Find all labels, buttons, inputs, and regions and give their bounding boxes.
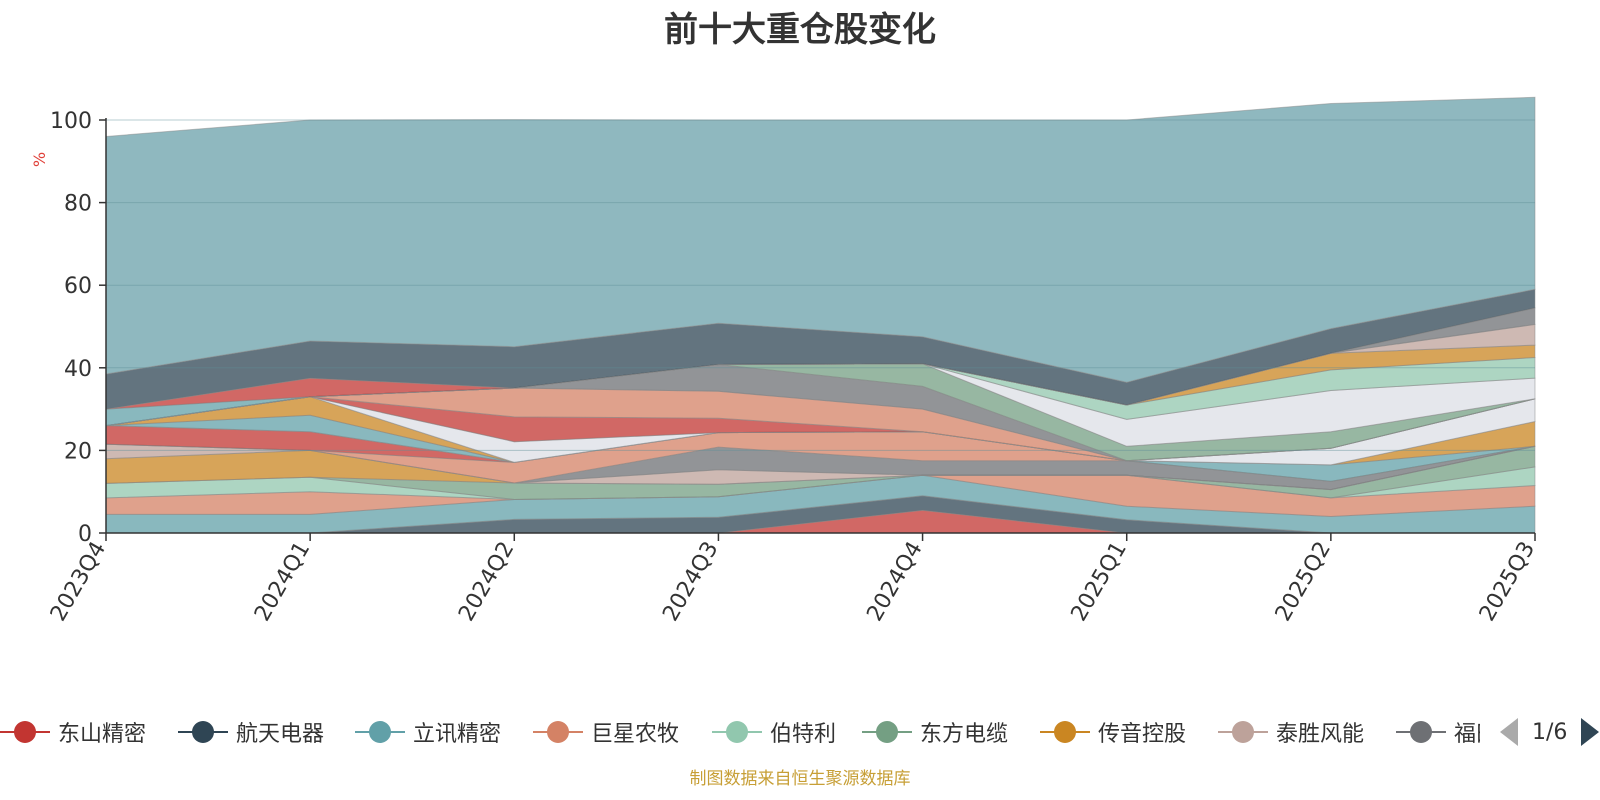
y-tick-label-4: 80 <box>64 192 92 217</box>
legend-label: 东方电缆 <box>920 722 1009 747</box>
legend-label: 福田汽车 <box>1454 722 1480 747</box>
legend-marker-icon <box>0 712 50 752</box>
x-tick-label-5: 2025Q1 <box>1067 538 1132 626</box>
chart-plot: 0 20 40 60 80 100 2023Q4 2024Q1 2024Q2 2024Q3 2024… <box>46 96 1540 626</box>
legend-marker-icon <box>862 712 912 752</box>
legend-item[interactable]: 东方电缆 <box>862 712 1008 752</box>
x-tick-label-1: 2024Q1 <box>250 538 315 626</box>
y-tick-label-3: 60 <box>64 274 92 299</box>
legend-label: 立讯精密 <box>413 722 502 747</box>
legend-label: 伯特利 <box>770 722 837 747</box>
legend: 东山精密 航天电器 立讯精密 巨星农牧 伯特利 东方电缆 传音控股 泰胜风能 福田汽车 1/6 <box>0 712 1600 752</box>
legend-item[interactable]: 传音控股 <box>1040 712 1186 752</box>
legend-item[interactable]: 福田汽车 <box>1396 712 1480 752</box>
legend-item[interactable]: 东山精密 <box>0 712 146 752</box>
legend-items: 东山精密 航天电器 立讯精密 巨星农牧 伯特利 东方电缆 传音控股 泰胜风能 福田汽车 <box>0 712 1480 752</box>
x-tick-label-2: 2024Q2 <box>454 538 519 626</box>
legend-marker-icon <box>1040 712 1090 752</box>
legend-label: 泰胜风能 <box>1276 722 1365 747</box>
legend-item[interactable]: 立讯精密 <box>355 712 501 752</box>
legend-marker-icon <box>355 712 405 752</box>
y-tick-label-1: 20 <box>64 439 92 464</box>
x-tick-label-0: 2023Q4 <box>46 538 111 626</box>
legend-label: 传音控股 <box>1098 722 1187 747</box>
area-series-26 <box>105 96 1536 383</box>
legend-marker-icon <box>533 712 583 752</box>
legend-prev-page-button[interactable] <box>1500 718 1518 746</box>
legend-marker-icon <box>1218 712 1268 752</box>
x-tick-label-3: 2024Q3 <box>658 538 723 626</box>
legend-marker-icon <box>1396 712 1446 752</box>
y-tick-label-2: 40 <box>64 357 92 382</box>
legend-marker-icon <box>712 712 762 752</box>
legend-pager: 1/6 <box>1500 712 1600 752</box>
legend-next-page-button[interactable] <box>1581 718 1600 746</box>
legend-item[interactable]: 航天电器 <box>178 712 324 752</box>
x-tick-label-4: 2024Q4 <box>862 538 927 626</box>
chart-title: 前十大重仓股变化 <box>664 10 936 50</box>
y-tick-label-5: 100 <box>50 109 92 134</box>
x-tick-label-6: 2025Q2 <box>1271 538 1336 626</box>
legend-marker-icon <box>178 712 228 752</box>
legend-label: 航天电器 <box>236 722 325 747</box>
legend-item[interactable]: 巨星农牧 <box>533 712 679 752</box>
data-source-note: 制图数据来自恒生聚源数据库 <box>689 769 911 789</box>
legend-label: 东山精密 <box>58 722 147 747</box>
x-tick-label-7: 2025Q3 <box>1475 538 1540 626</box>
y-tick-label-0: 0 <box>78 522 92 547</box>
legend-item[interactable]: 泰胜风能 <box>1218 712 1364 752</box>
legend-label: 巨星农牧 <box>591 722 680 747</box>
legend-item[interactable]: 伯特利 <box>712 712 836 752</box>
legend-page-indicator: 1/6 <box>1532 719 1568 745</box>
